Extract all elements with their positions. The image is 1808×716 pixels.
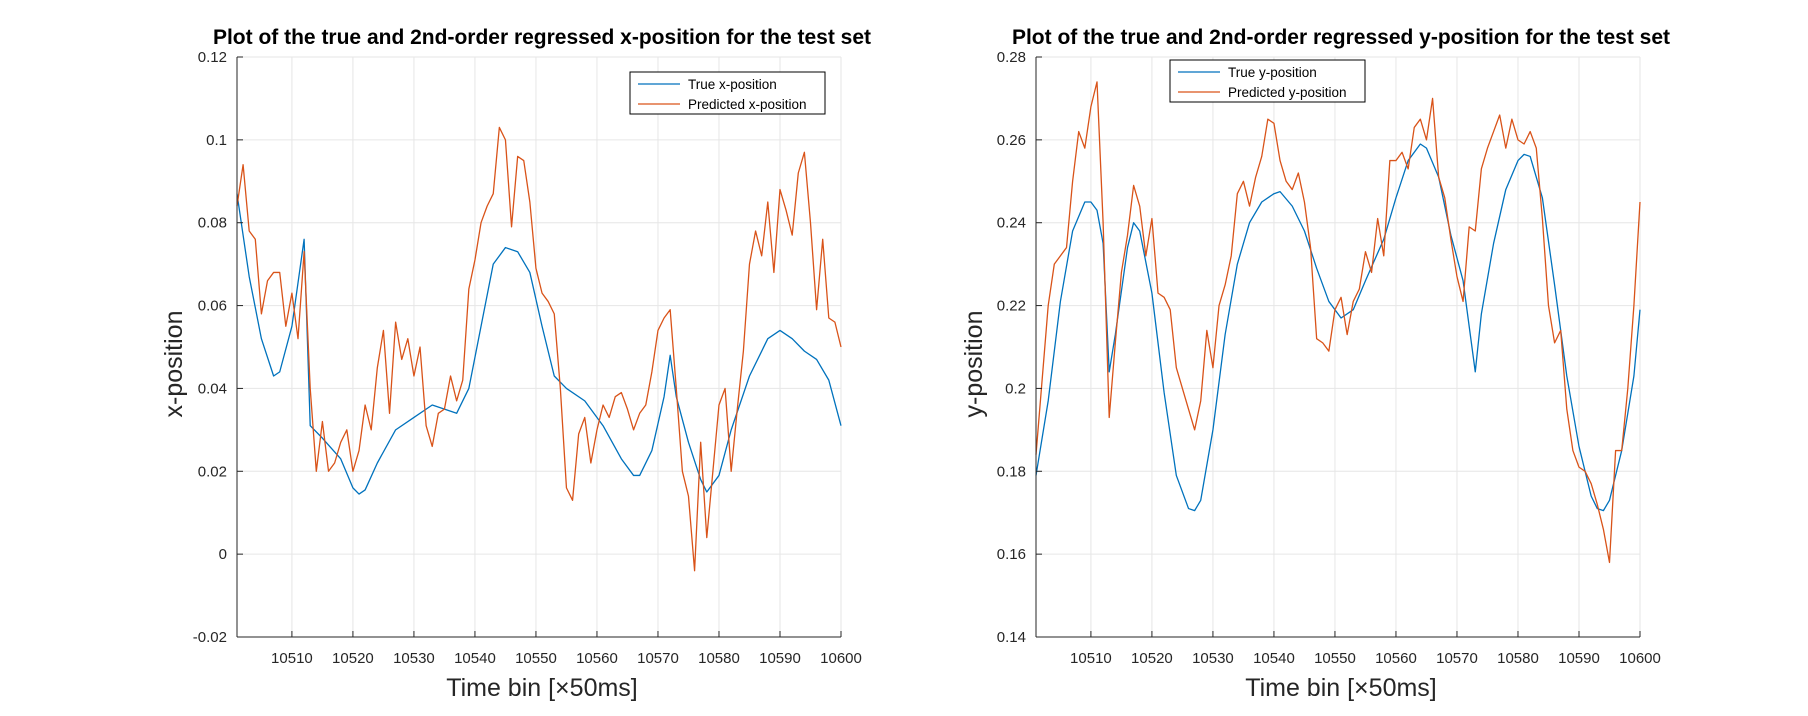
x-tick-label: 10540 [1253, 650, 1295, 667]
y-axis-label: y-position [960, 311, 988, 418]
legend-label: True y-position [1228, 65, 1317, 80]
x-tick-label: 10550 [515, 650, 557, 667]
x-axis-label: Time bin [×50ms] [446, 674, 638, 702]
series-line-true-y-position [1035, 143, 1641, 512]
x-tick-label: 10560 [576, 650, 618, 667]
legend-label: Predicted x-position [688, 97, 807, 112]
x-tick-label: 10600 [1619, 650, 1661, 667]
y-tick-label: -0.02 [193, 629, 227, 646]
x-tick-label: 10510 [271, 650, 313, 667]
legend-box [629, 71, 826, 115]
x-tick-label: 10590 [759, 650, 801, 667]
x-tick-label: 10520 [1131, 650, 1173, 667]
plot-area [237, 57, 841, 637]
y-tick-label: 0.24 [997, 215, 1026, 232]
y-tick-label: 0.22 [997, 298, 1026, 315]
series-line-predicted-y-position [1035, 81, 1641, 564]
x-tick-label: 10580 [1497, 650, 1539, 667]
x-tick-label: 10530 [393, 650, 435, 667]
chart-title: Plot of the true and 2nd-order regressed… [213, 26, 871, 49]
chart-x-position: Plot of the true and 2nd-order regressed… [160, 26, 871, 702]
x-tick-label: 10540 [454, 650, 496, 667]
y-tick-label: 0.26 [997, 132, 1026, 149]
legend-box [1169, 59, 1366, 103]
y-tick-label: 0.2 [1005, 380, 1026, 397]
legend-label: True x-position [688, 77, 777, 92]
x-tick-label: 10560 [1375, 650, 1417, 667]
y-tick-label: 0.16 [997, 546, 1026, 563]
y-tick-label: 0.28 [997, 49, 1026, 66]
y-tick-label: 0.08 [198, 215, 227, 232]
x-tick-label: 10600 [820, 650, 862, 667]
x-tick-label: 10520 [332, 650, 374, 667]
legend: True x-position Predicted x-position [629, 71, 826, 115]
chart-title: Plot of the true and 2nd-order regressed… [1012, 26, 1670, 49]
plot-area [1036, 57, 1640, 637]
y-tick-label: 0.18 [997, 463, 1026, 480]
y-tick-label: 0.02 [198, 463, 227, 480]
legend-label: Predicted y-position [1228, 85, 1347, 100]
y-tick-label: 0.04 [198, 380, 227, 397]
x-tick-label: 10530 [1192, 650, 1234, 667]
y-tick-label: 0.12 [198, 49, 227, 66]
y-axis-label: x-position [160, 311, 188, 418]
y-tick-label: 0.06 [198, 298, 227, 315]
x-tick-label: 10590 [1558, 650, 1600, 667]
x-tick-label: 10570 [1436, 650, 1478, 667]
x-tick-label: 10580 [698, 650, 740, 667]
y-tick-label: 0 [219, 546, 227, 563]
series-line-predicted-x-position [236, 126, 842, 572]
y-tick-label: 0.14 [997, 629, 1026, 646]
x-axis-label: Time bin [×50ms] [1245, 674, 1437, 702]
chart-y-position: Plot of the true and 2nd-order regressed… [960, 26, 1670, 702]
x-tick-label: 10550 [1314, 650, 1356, 667]
x-tick-label: 10510 [1070, 650, 1112, 667]
y-tick-label: 0.1 [206, 132, 227, 149]
legend: True y-position Predicted y-position [1169, 59, 1366, 103]
x-tick-label: 10570 [637, 650, 679, 667]
